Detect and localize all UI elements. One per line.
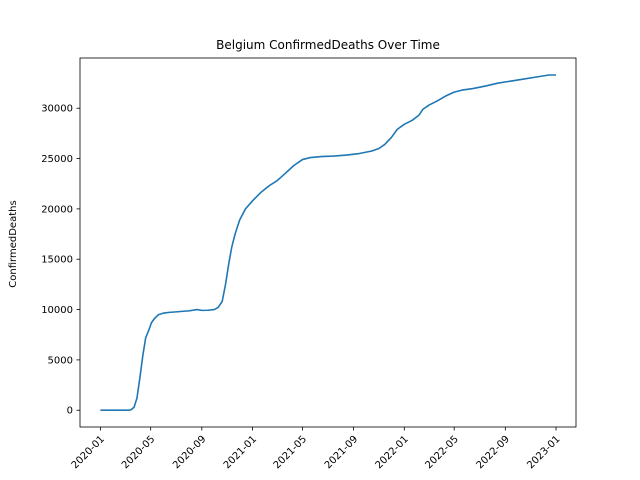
series-line (100, 74, 557, 412)
y-tick-label: 25000 (41, 154, 73, 165)
y-tick-label: 5000 (48, 355, 73, 366)
y-tick-label: 0 (67, 406, 73, 417)
x-tick-label: 2022-05 (424, 434, 461, 471)
x-tick-label: 2021-01 (222, 434, 259, 471)
x-tick-label: 2020-09 (171, 434, 208, 471)
x-tick-label: 2021-05 (272, 434, 309, 471)
x-tick-label: 2021-09 (323, 434, 360, 471)
y-axis: 0 5000 10000 15000 20000 25000 30000 (41, 104, 80, 417)
plot-frame (79, 57, 577, 428)
y-tick-label: 10000 (41, 305, 73, 316)
chart-title: Belgium ConfirmedDeaths Over Time (216, 38, 440, 52)
y-tick-label: 30000 (41, 104, 73, 115)
x-tick-label: 2023-01 (525, 434, 562, 471)
x-axis: 2020-01 2020-05 2020-09 2021-01 2021-05 2021-… (70, 427, 563, 471)
x-tick-label: 2022-09 (475, 434, 512, 471)
x-tick-label: 2020-05 (120, 434, 157, 471)
y-tick-label: 15000 (41, 255, 73, 266)
plot-area (100, 74, 557, 412)
x-tick-label: 2022-01 (374, 434, 411, 471)
y-tick-label: 20000 (41, 204, 73, 215)
x-tick-label: 2020-01 (70, 434, 107, 471)
y-axis-label: ConfirmedDeaths (8, 200, 19, 287)
